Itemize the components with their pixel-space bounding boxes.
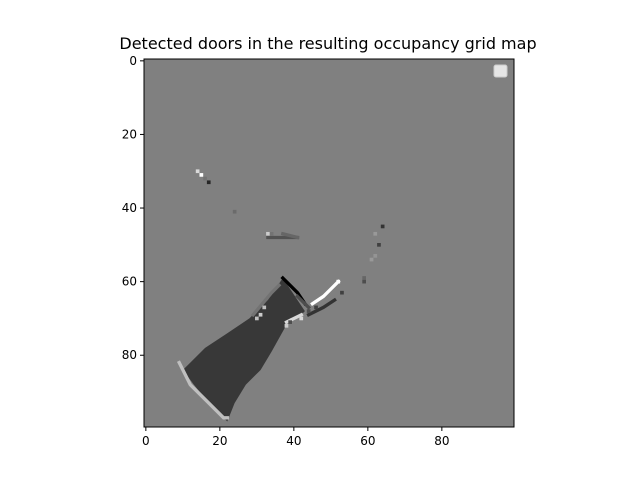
grid-cell-18 [284, 323, 289, 328]
map-region-7 [295, 294, 311, 310]
grid-cell-10 [369, 257, 374, 262]
plot-frame [143, 58, 515, 428]
x-axis: 0 20 40 60 80 [142, 427, 449, 448]
grid-cell-2 [203, 176, 207, 181]
grid-cell-7 [380, 224, 385, 229]
y-tick-label: 80 [122, 348, 137, 362]
chart-title: Detected doors in the resulting occupanc… [119, 34, 536, 53]
grid-cell-6 [269, 231, 274, 236]
grid-cell-0 [195, 169, 200, 174]
grid-cell-11 [373, 254, 378, 258]
y-axis: 0 20 40 60 80 [122, 54, 144, 362]
grid-cell-8 [377, 243, 381, 247]
map-region-1 [176, 360, 229, 420]
map-region-9 [280, 231, 300, 240]
map-region-5 [306, 297, 337, 318]
grid-cell-1 [199, 173, 204, 177]
x-tick-label: 0 [142, 434, 150, 448]
mapped-regions [176, 231, 341, 422]
map-region-0 [182, 278, 305, 422]
grid-cell-17 [288, 320, 292, 324]
legend-box [493, 64, 508, 78]
y-tick-label: 60 [122, 275, 137, 289]
grid-cell-20 [314, 305, 318, 310]
map-region-3 [250, 282, 282, 318]
y-tick-label: 20 [122, 127, 137, 141]
grid-cell-14 [336, 279, 341, 284]
grid-cell-23 [262, 305, 267, 310]
grid-cells [195, 169, 385, 328]
x-tick-label: 40 [286, 434, 301, 448]
y-tick-label: 40 [122, 201, 137, 215]
occupancy-grid-image [144, 59, 514, 427]
x-tick-label: 60 [360, 434, 375, 448]
y-tick-label: 0 [129, 54, 137, 68]
map-region-4 [310, 279, 341, 307]
grid-cell-13 [362, 279, 366, 284]
x-tick-label: 20 [212, 434, 227, 448]
grid-cell-19 [306, 309, 311, 313]
grid-cell-16 [299, 316, 304, 321]
grid-cell-3 [206, 180, 211, 185]
legend [493, 64, 508, 78]
grid-cell-9 [373, 231, 378, 236]
grid-cell-15 [340, 290, 344, 295]
grid-cell-12 [362, 276, 366, 280]
grid-cell-22 [258, 312, 263, 317]
grid-cell-4 [232, 209, 237, 214]
grid-cell-5 [266, 231, 270, 236]
grid-cell-21 [255, 316, 259, 321]
x-tick-label: 80 [434, 434, 449, 448]
